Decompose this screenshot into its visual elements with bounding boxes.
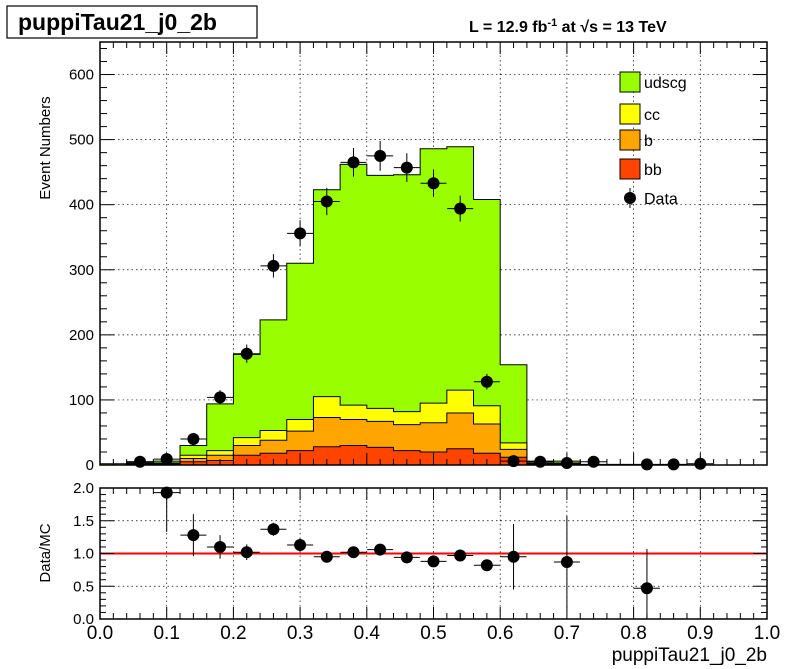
main-y-axis: 0 100 200 300 400 500 600 <box>69 42 768 474</box>
ratio-y-tick-label: 1.5 <box>73 513 94 530</box>
ratio-point <box>640 582 653 595</box>
data-point <box>374 149 387 162</box>
ratio-x-axis: 0.0 0.1 0.2 0.3 0.4 0.5 0.6 0.7 0.8 0.9 1.0 <box>87 488 780 644</box>
lumi-label: L = 12.9 fb-1 at √s = 13 TeV <box>469 17 667 36</box>
ratio-point <box>320 550 333 563</box>
legend-swatch-cc <box>619 103 641 125</box>
main-y-tick-label: 500 <box>69 132 94 149</box>
data-point <box>400 161 413 174</box>
ratio-y-tick-label: 2.0 <box>73 480 94 497</box>
main-y-tick-label: 600 <box>69 67 94 84</box>
ratio-y-tick-label: 0.0 <box>73 611 94 628</box>
legend-label-b: b <box>644 133 653 150</box>
legend-label-bb: bb <box>644 162 662 179</box>
ratio-y-tick-label: 1.0 <box>73 546 94 563</box>
main-y-tick-label: 200 <box>69 327 94 344</box>
ratio-point <box>187 529 200 542</box>
ratio-y-axis-label: Data/MC <box>37 523 54 582</box>
data-point <box>480 375 493 388</box>
ratio-point <box>400 551 413 564</box>
x-axis-label: puppiTau21_j0_2b <box>612 645 767 666</box>
legend-data-marker <box>624 192 636 204</box>
x-tick-label: 0.6 <box>487 623 513 644</box>
x-tick-label: 0.7 <box>554 623 580 644</box>
ratio-y-axis: 0.0 0.5 1.0 1.5 2.0 <box>73 480 767 628</box>
x-tick-label: 0.8 <box>620 623 646 644</box>
ratio-point <box>427 555 440 568</box>
x-tick-label: 0.2 <box>220 623 246 644</box>
data-point <box>454 202 467 215</box>
ratio-point <box>267 523 280 536</box>
data-point <box>347 156 360 169</box>
legend: udscg cc b bb Data <box>619 71 687 208</box>
legend-label-udscg: udscg <box>644 75 687 92</box>
data-point <box>187 432 200 445</box>
main-histogram-panel: 0 100 200 300 400 500 600 Event Numbers <box>37 41 768 474</box>
legend-label-data: Data <box>644 191 678 208</box>
main-y-tick-label: 100 <box>69 392 94 409</box>
main-y-tick-label: 0 <box>86 457 94 474</box>
data-point <box>427 177 440 190</box>
ratio-panel: 0.0 0.5 1.0 1.5 2.0 0.0 0.1 0.2 0.3 0.4 0.5 0.6 0.7… <box>37 480 780 666</box>
ratio-point <box>214 540 227 553</box>
legend-label-cc: cc <box>644 107 660 124</box>
data-point <box>214 391 227 404</box>
ratio-points <box>153 486 660 619</box>
main-y-tick-label: 300 <box>69 262 94 279</box>
legend-swatch-b <box>619 129 641 151</box>
ratio-y-tick-label: 0.5 <box>73 578 94 595</box>
ratio-point <box>374 543 387 556</box>
legend-swatch-udscg <box>619 71 641 93</box>
ratio-point <box>347 546 360 559</box>
data-point <box>267 259 280 272</box>
x-tick-label: 0.0 <box>87 623 113 644</box>
legend-swatch-bb <box>619 158 641 180</box>
data-point <box>240 347 253 360</box>
x-tick-label: 0.5 <box>420 623 446 644</box>
main-y-axis-label: Event Numbers <box>37 96 54 199</box>
ratio-point <box>240 546 253 559</box>
x-tick-label: 0.1 <box>153 623 179 644</box>
data-point <box>320 195 333 208</box>
ratio-point <box>507 550 520 563</box>
x-tick-label: 1.0 <box>754 623 780 644</box>
chart-title: puppiTau21_j0_2b <box>18 9 217 35</box>
x-tick-label: 0.4 <box>354 623 381 644</box>
data-point <box>294 227 307 240</box>
main-y-tick-label: 400 <box>69 197 94 214</box>
ratio-point <box>560 556 573 569</box>
ratio-point <box>454 549 467 562</box>
ratio-point <box>294 538 307 551</box>
x-tick-label: 0.3 <box>287 623 313 644</box>
x-tick-label: 0.9 <box>687 623 713 644</box>
title-box <box>6 5 258 39</box>
ratio-point <box>480 559 493 572</box>
